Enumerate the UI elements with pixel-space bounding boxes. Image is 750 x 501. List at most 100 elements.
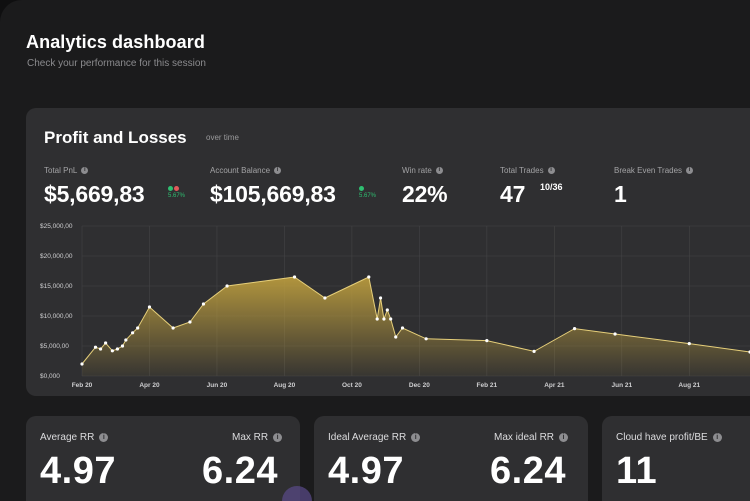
x-tick-label: Jun 20 [207, 382, 228, 389]
ideal-rr-card: Ideal Average RR i 4.97 Max ideal RR i 6… [314, 416, 588, 501]
stat-label: Total Trades [500, 166, 544, 175]
data-point[interactable] [613, 332, 617, 336]
info-icon[interactable]: i [273, 433, 283, 442]
data-point[interactable] [93, 345, 98, 349]
card-value: 11 [616, 450, 658, 492]
card-label: Average RR [40, 432, 95, 443]
stat-value: 22% [402, 181, 448, 207]
data-point[interactable] [104, 341, 108, 345]
rr-card: Average RR i 4.97 Max RR i 6.24 [26, 416, 300, 501]
change-value: 5.67% [168, 193, 186, 199]
info-icon[interactable]: i [547, 167, 555, 174]
data-point[interactable] [375, 317, 379, 321]
card-label: Max RR [232, 432, 269, 443]
data-point[interactable] [136, 326, 140, 330]
data-point[interactable] [485, 339, 489, 343]
data-point[interactable] [115, 347, 120, 351]
y-tick-label: $10,000,00 [40, 313, 73, 320]
info-icon[interactable]: i [559, 433, 569, 442]
stat-label: Total PnL [44, 166, 78, 175]
info-icon[interactable]: i [81, 167, 89, 174]
x-tick-label: Aug 21 [678, 382, 700, 389]
stat-total-trades: Total Trades i 47 10/36 [500, 166, 563, 208]
data-point[interactable] [385, 308, 389, 312]
balance-change: 5.67% [359, 186, 376, 199]
data-point[interactable] [424, 337, 428, 341]
x-tick-label: Dec 20 [409, 382, 430, 389]
pnl-panel: Profit and Losses over time Total PnL i … [26, 108, 750, 396]
info-icon[interactable]: i [686, 167, 694, 174]
stat-label: Win rate [402, 166, 432, 175]
info-icon[interactable]: i [712, 433, 722, 442]
y-tick-label: $15,000,00 [40, 283, 73, 290]
data-point[interactable] [394, 335, 398, 339]
data-point[interactable] [171, 326, 175, 330]
data-point[interactable] [389, 317, 393, 321]
x-tick-label: Oct 20 [342, 382, 362, 389]
data-point[interactable] [120, 344, 125, 348]
panel-subtitle: over time [206, 133, 239, 142]
data-point[interactable] [188, 320, 192, 324]
profit-be-card: Cloud have profit/BE i 11 [602, 416, 750, 501]
x-tick-label: Feb 21 [477, 382, 498, 389]
card-label: Max ideal RR [494, 432, 555, 443]
data-point[interactable] [201, 302, 206, 306]
card-label: Ideal Average RR [328, 432, 407, 443]
x-tick-label: Aug 20 [274, 382, 296, 389]
info-icon[interactable]: i [274, 167, 282, 174]
card-value: 6.24 [202, 450, 278, 492]
data-point[interactable] [110, 349, 114, 353]
pnl-area-chart[interactable]: $25,000,00 $20,000,00 $15,000,00 $10,000,00… [26, 218, 750, 396]
card-label: Cloud have profit/BE [616, 432, 708, 443]
y-tick-label: $5,000,00 [40, 343, 69, 350]
data-point[interactable] [532, 349, 536, 353]
card-value: 4.97 [328, 450, 404, 492]
data-point[interactable] [687, 342, 691, 346]
data-point[interactable] [98, 347, 103, 351]
stat-value: 47 [500, 181, 526, 207]
decorative-blob [282, 486, 312, 501]
data-point[interactable] [572, 327, 577, 331]
stat-value: $5,669,83 [44, 181, 145, 207]
stat-value: 1 [614, 181, 627, 207]
y-tick-label: $25,000,00 [40, 223, 73, 230]
y-tick-label: $20,000,00 [40, 253, 73, 260]
data-point[interactable] [323, 296, 327, 300]
up-indicator-icon [168, 186, 173, 191]
stat-value: $105,669,83 [210, 181, 336, 207]
stat-break-even: Break Even Trades i 1 [614, 166, 694, 208]
x-tick-label: Apr 21 [544, 382, 565, 389]
y-tick-label: $0,000 [40, 373, 60, 380]
stat-win-rate: Win rate i 22% [402, 166, 448, 208]
x-tick-label: Apr 20 [139, 382, 160, 389]
data-point[interactable] [400, 326, 405, 330]
up-indicator-icon [359, 186, 364, 191]
data-point[interactable] [80, 362, 84, 366]
data-point[interactable] [131, 331, 135, 335]
data-point[interactable] [292, 275, 297, 279]
data-point[interactable] [124, 338, 128, 342]
down-indicator-icon [174, 186, 179, 191]
data-point[interactable] [367, 275, 371, 279]
data-point[interactable] [382, 317, 386, 321]
info-icon[interactable]: i [99, 433, 109, 442]
panel-title: Profit and Losses [44, 128, 187, 147]
data-point[interactable] [147, 305, 152, 309]
stat-label: Break Even Trades [614, 166, 683, 175]
stat-label: Account Balance [210, 166, 271, 175]
pnl-area [82, 277, 750, 376]
stat-total-pnl: Total PnL i $5,669,83 5.67% [44, 166, 185, 208]
card-value: 4.97 [40, 450, 116, 492]
card-value: 6.24 [490, 450, 566, 492]
page-title: Analytics dashboard [26, 32, 205, 52]
data-point[interactable] [225, 284, 229, 288]
change-value: 5.67% [359, 193, 377, 199]
data-point[interactable] [378, 296, 383, 300]
info-icon[interactable]: i [435, 167, 443, 174]
info-icon[interactable]: i [411, 433, 421, 442]
page-subtitle: Check your performance for this session [27, 58, 206, 69]
pnl-change: 5.67% [168, 186, 185, 199]
x-tick-label: Jun 21 [612, 382, 633, 389]
x-tick-label: Feb 20 [72, 382, 93, 389]
